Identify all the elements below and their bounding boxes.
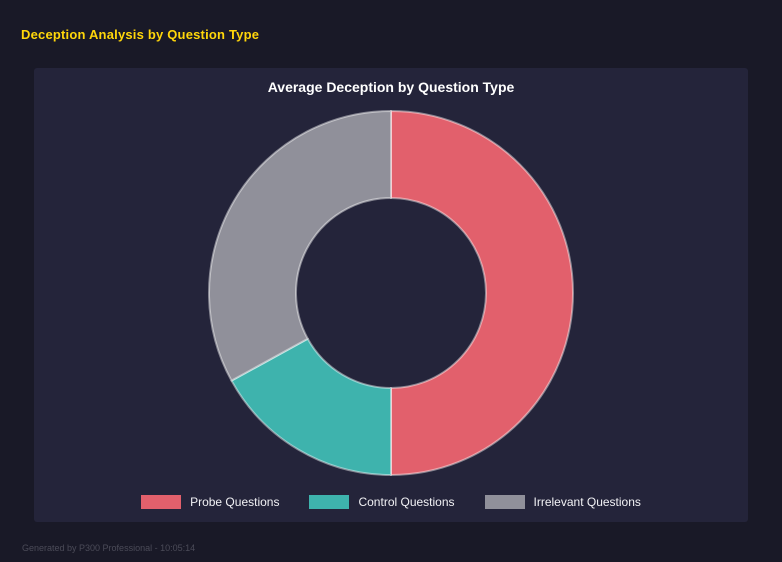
chart-legend: Probe Questions Control Questions Irrele… [34,495,748,509]
chart-title: Average Deception by Question Type [267,79,515,95]
legend-label-irrelevant: Irrelevant Questions [533,495,641,509]
legend-item-irrelevant[interactable]: Irrelevant Questions [484,495,641,509]
legend-item-control[interactable]: Control Questions [309,495,455,509]
legend-swatch-irrelevant [484,495,525,509]
donut-chart[interactable] [201,105,581,481]
legend-item-probe[interactable]: Probe Questions [141,495,279,509]
legend-label-probe: Probe Questions [190,495,280,509]
legend-label-control: Control Questions [358,495,455,509]
donut-segment-0[interactable] [390,110,574,476]
donut-segment-2[interactable] [208,110,392,382]
donut-segment-1[interactable] [230,337,392,476]
legend-swatch-probe [141,495,182,509]
chart-panel: Average Deception by Question Type Probe… [34,68,748,522]
footer-text: Generated by P300 Professional - 10:05:1… [22,543,196,553]
page-title: Deception Analysis by Question Type [21,27,260,42]
legend-swatch-control [309,495,350,509]
